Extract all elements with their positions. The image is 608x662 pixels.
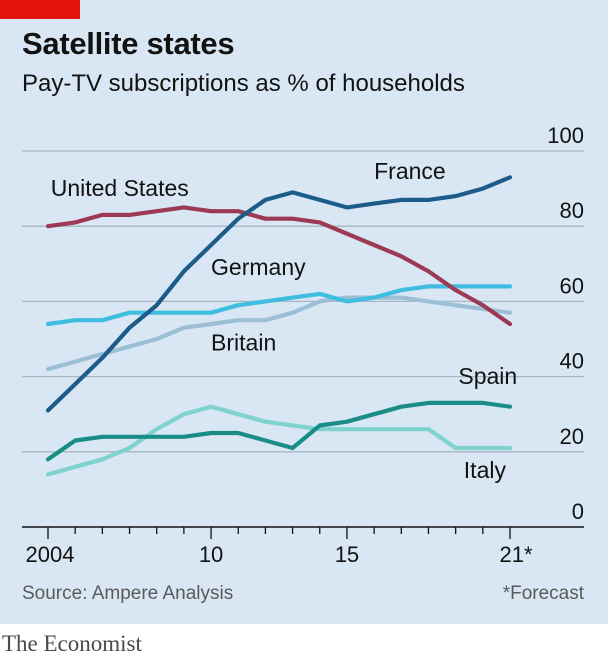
series-label-france: France bbox=[374, 158, 446, 184]
chart-series bbox=[45, 175, 513, 477]
x-tick-label: 15 bbox=[335, 542, 359, 567]
x-axis: 2004 10 15 21* bbox=[22, 526, 584, 567]
y-tick-label: 80 bbox=[560, 198, 584, 223]
y-tick-label: 60 bbox=[560, 273, 584, 298]
x-tick-label: 10 bbox=[199, 542, 223, 567]
series-labels: France United States Germany Britain Spain It… bbox=[51, 158, 517, 483]
chart-subtitle: Pay-TV subscriptions as % of households bbox=[22, 70, 465, 97]
series-label-germany: Germany bbox=[211, 254, 306, 280]
series-label-united-states: United States bbox=[51, 175, 189, 201]
series-label-britain: Britain bbox=[211, 329, 276, 355]
forecast-footnote: *Forecast bbox=[502, 583, 584, 604]
y-tick-label: 20 bbox=[560, 424, 584, 449]
y-axis: 0 20 40 60 80 100 bbox=[547, 123, 584, 524]
y-tick-label: 40 bbox=[560, 349, 584, 374]
series-line-italy bbox=[45, 404, 513, 477]
chart-grid bbox=[22, 150, 584, 453]
x-tick-label: 2004 bbox=[26, 542, 75, 567]
series-line-spain bbox=[45, 400, 513, 462]
x-tick-label: 21* bbox=[499, 542, 532, 567]
line-chart: 2004 10 15 21* 0 20 40 60 80 100 France United St… bbox=[22, 123, 584, 567]
series-line-united-states bbox=[45, 205, 513, 327]
source-note: Source: Ampere Analysis bbox=[22, 583, 234, 604]
brand-red-tag bbox=[0, 0, 80, 19]
series-line-france bbox=[45, 175, 513, 413]
series-line-britain bbox=[45, 295, 513, 372]
series-label-spain: Spain bbox=[458, 363, 517, 389]
chart-card: Satellite states Pay-TV subscriptions as… bbox=[0, 0, 608, 624]
y-tick-label: 0 bbox=[572, 499, 584, 524]
series-label-italy: Italy bbox=[464, 457, 507, 483]
chart-title: Satellite states bbox=[22, 26, 235, 61]
economist-logo: The Economist bbox=[2, 631, 142, 656]
series-line-germany bbox=[45, 284, 513, 327]
y-tick-label: 100 bbox=[547, 123, 584, 148]
